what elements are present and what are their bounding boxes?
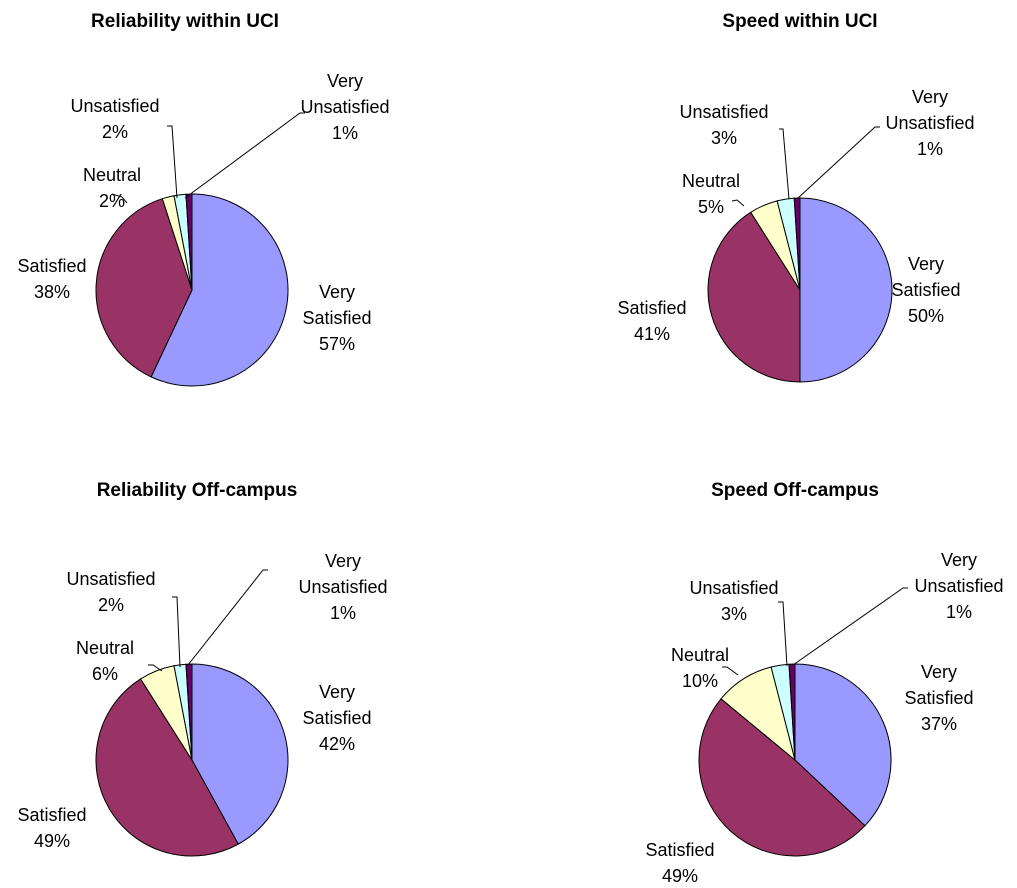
pie-slice-satisfied xyxy=(707,211,801,383)
pie-slice-satisfied xyxy=(698,698,866,857)
slice-label-very-satisfied: Very Satisfied 57% xyxy=(302,282,371,354)
leader-line-unsatisfied xyxy=(172,596,181,668)
pie-slice-very-satisfied xyxy=(794,663,892,827)
leader-line-neutral xyxy=(731,199,745,207)
leader-line-very-unsatisfied xyxy=(796,126,880,200)
pie-slice-satisfied xyxy=(95,198,193,378)
slice-label-satisfied: Satisfied 49% xyxy=(17,805,86,851)
slice-label-neutral: Neutral 5% xyxy=(682,171,740,217)
pie-slice-very-unsatisfied xyxy=(793,197,801,291)
pie-slice-very-satisfied xyxy=(150,193,289,387)
slice-label-satisfied: Satisfied 41% xyxy=(617,298,686,344)
chart-title: Speed within UCI xyxy=(722,11,877,32)
slice-label-satisfied: Satisfied 49% xyxy=(645,840,714,886)
leader-line-unsatisfied xyxy=(779,128,790,200)
leader-line-neutral xyxy=(722,666,739,676)
chart-speed-off-campus: Speed Off-campus Very Satisfied 37% Satisfi… xyxy=(645,480,1003,886)
slice-label-unsatisfied: Unsatisfied 2% xyxy=(66,569,155,615)
slice-label-neutral: Neutral 10% xyxy=(671,645,729,691)
leader-line-very-unsatisfied xyxy=(792,587,908,666)
chart-title: Reliability Off-campus xyxy=(97,480,298,501)
slice-label-very-unsatisfied: Very Unsatisfied 1% xyxy=(298,551,387,623)
chart-reliability-within-uci: Reliability within UCI Very Satisfied 57% S… xyxy=(17,11,390,387)
slice-label-very-satisfied: Very Satisfied 50% xyxy=(891,254,960,326)
slice-label-unsatisfied: Unsatisfied 3% xyxy=(689,578,778,624)
slice-label-very-satisfied: Very Satisfied 42% xyxy=(302,682,371,754)
slice-label-unsatisfied: Unsatisfied 2% xyxy=(70,96,159,142)
pie-slice-very-unsatisfied xyxy=(185,193,193,291)
slice-label-neutral: Neutral 2% xyxy=(83,165,141,211)
chart-speed-within-uci: Speed within UCI Very Satisfied 50% Satisfi… xyxy=(617,11,975,383)
leader-line-unsatisfied xyxy=(167,125,178,199)
chart-title: Reliability within UCI xyxy=(91,11,279,32)
slice-label-satisfied: Satisfied 38% xyxy=(17,256,86,302)
leader-line-unsatisfied xyxy=(778,601,788,667)
leader-line-very-unsatisfied xyxy=(187,569,268,666)
chart-title: Speed Off-campus xyxy=(711,480,879,501)
slice-label-very-satisfied: Very Satisfied 37% xyxy=(904,662,973,734)
chart-reliability-off-campus: Reliability Off-campus Very Satisfied 42% S… xyxy=(17,480,388,857)
pie-slice-very-satisfied xyxy=(191,663,289,845)
slice-label-unsatisfied: Unsatisfied 3% xyxy=(679,102,768,148)
slice-label-neutral: Neutral 6% xyxy=(76,638,134,684)
leader-line-neutral xyxy=(111,193,128,204)
pie-slice-very-satisfied xyxy=(799,197,893,383)
leader-line-neutral xyxy=(148,664,163,672)
pie-slice-satisfied xyxy=(95,678,239,857)
leader-line-very-unsatisfied xyxy=(184,112,305,199)
slice-label-very-unsatisfied: Very Unsatisfied 1% xyxy=(300,71,389,143)
slice-label-very-unsatisfied: Very Unsatisfied 1% xyxy=(885,87,974,159)
slice-label-very-unsatisfied: Very Unsatisfied 1% xyxy=(914,550,1003,622)
